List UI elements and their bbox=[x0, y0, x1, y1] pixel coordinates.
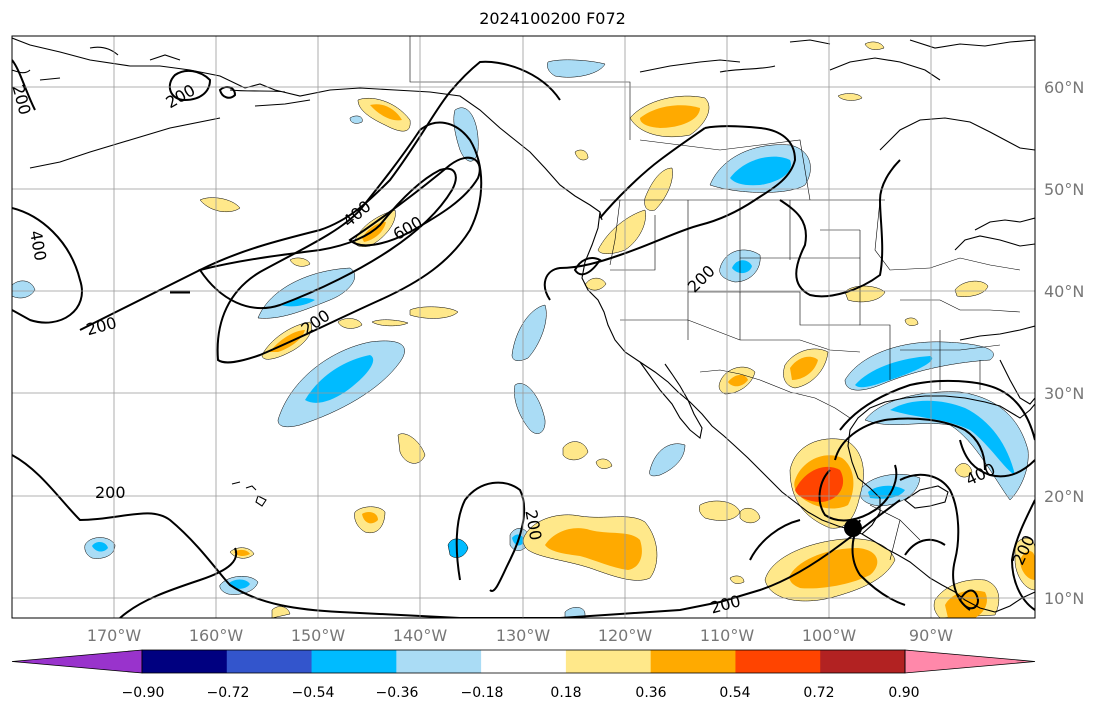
colorbar-segment bbox=[396, 650, 482, 673]
colorbar-tick-label: 0.72 bbox=[803, 685, 834, 701]
lat-label: 10°N bbox=[1044, 589, 1084, 608]
colorbar-segment bbox=[650, 650, 736, 673]
colorbar-outline bbox=[141, 649, 906, 674]
colorbar-segment bbox=[481, 650, 567, 673]
map-title: 2024100200 F072 bbox=[479, 9, 626, 28]
colorbar-tick-label: −0.72 bbox=[207, 685, 250, 701]
colorbar-segment bbox=[565, 650, 652, 673]
lon-label: 120°W bbox=[598, 626, 653, 645]
lat-label: 30°N bbox=[1044, 384, 1084, 403]
colorbar-ticks: −0.90 −0.72 −0.54 −0.36 −0.18 0.18 0.36 … bbox=[122, 685, 920, 701]
colorbar-extend-max bbox=[904, 649, 1036, 674]
colorbar-segment bbox=[820, 650, 906, 673]
colorbar-tick-label: 0.54 bbox=[719, 685, 750, 701]
lon-label: 110°W bbox=[700, 626, 755, 645]
longitude-labels: 170°W 160°W 150°W 140°W 130°W 120°W 110°… bbox=[87, 626, 953, 645]
colorbar-segment bbox=[226, 650, 313, 673]
contour-label: 200 bbox=[95, 483, 126, 502]
height-contours bbox=[12, 59, 1035, 618]
lon-label: 90°W bbox=[909, 626, 953, 645]
colorbar-tick-label: 0.18 bbox=[550, 685, 581, 701]
lon-label: 140°W bbox=[393, 626, 448, 645]
colorbar-tick-label: 0.36 bbox=[635, 685, 666, 701]
latitude-labels: 60°N 50°N 40°N 30°N 20°N 10°N bbox=[1044, 78, 1084, 608]
lat-label: 60°N bbox=[1044, 78, 1084, 97]
anomaly-shading bbox=[12, 41, 1035, 618]
lon-label: 150°W bbox=[291, 626, 346, 645]
lat-label: 20°N bbox=[1044, 487, 1084, 506]
colorbar: −0.90 −0.72 −0.54 −0.36 −0.18 0.18 0.36 … bbox=[11, 649, 1036, 701]
colorbar-segment bbox=[735, 650, 821, 673]
colorbar-segment bbox=[311, 650, 397, 673]
lat-label: 50°N bbox=[1044, 180, 1084, 199]
colorbar-segment bbox=[142, 650, 228, 673]
lon-label: 100°W bbox=[802, 626, 857, 645]
colorbar-segments bbox=[11, 649, 1036, 674]
colorbar-tick-label: 0.90 bbox=[888, 685, 919, 701]
storm-center-marker bbox=[844, 519, 862, 537]
colorbar-tick-label: −0.36 bbox=[376, 685, 419, 701]
colorbar-tick-label: −0.90 bbox=[122, 685, 165, 701]
lon-label: 170°W bbox=[87, 626, 142, 645]
lon-label: 160°W bbox=[189, 626, 244, 645]
colorbar-tick-label: −0.54 bbox=[292, 685, 335, 701]
map-panel: 200 200 400 400 600 200 200 200 200 200 … bbox=[8, 35, 1039, 619]
lat-label: 40°N bbox=[1044, 282, 1084, 301]
lon-label: 130°W bbox=[496, 626, 551, 645]
colorbar-extend-min bbox=[11, 649, 143, 674]
colorbar-tick-label: −0.18 bbox=[461, 685, 504, 701]
graticule bbox=[12, 36, 1035, 618]
